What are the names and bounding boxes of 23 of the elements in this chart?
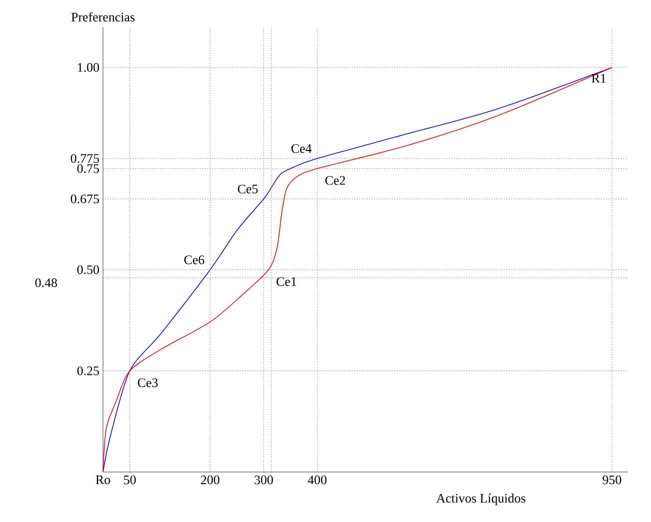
x-tick-label: 400 [308, 476, 327, 484]
y-tick-label: 0.25 [77, 366, 99, 376]
y-tick-label: 0.50 [77, 265, 99, 274]
annotation: Ce3 [138, 378, 158, 388]
y-tick-label: 1.00 [78, 63, 99, 72]
x-tick-label: 300 [254, 476, 273, 484]
annotation: R1 [592, 74, 606, 83]
annotation: Ce4 [291, 144, 312, 153]
x-tick-label: 950 [602, 476, 622, 484]
y-tick-label: 0.75 [77, 164, 99, 173]
annotation: Ce5 [238, 184, 258, 194]
y-axis-title: Preferencias [71, 12, 135, 22]
x-axis-title: Activos Líquidos [436, 494, 526, 506]
annotation: Ce6 [184, 256, 204, 264]
annotation: Ce1 [276, 277, 296, 286]
x-tick-label: 50 [124, 476, 136, 484]
y-tick-label: 0.775 [70, 154, 99, 163]
ref-line-label: 0.48 [35, 278, 57, 288]
y-tick-label: 0.675 [70, 194, 99, 204]
line-series [102, 67, 612, 472]
annotation: Ce2 [325, 176, 345, 185]
x-tick-label: Ro [96, 476, 110, 484]
x-tick-label: 200 [200, 476, 220, 484]
